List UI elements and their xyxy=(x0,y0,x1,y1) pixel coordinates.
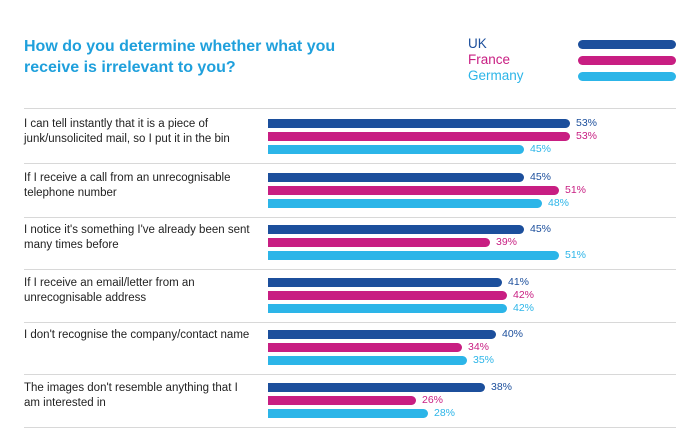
bar-germany xyxy=(268,409,428,418)
bar-uk xyxy=(268,173,524,182)
value-label-uk: 41% xyxy=(508,276,530,288)
bar-germany xyxy=(268,356,467,365)
value-label-uk: 53% xyxy=(576,117,598,129)
bar-france xyxy=(268,291,507,300)
row-divider xyxy=(24,163,676,164)
value-label-uk: 40% xyxy=(502,328,524,340)
row-divider xyxy=(24,374,676,375)
value-label-germany: 28% xyxy=(434,407,456,419)
category-label: I can tell instantly that it is a piece … xyxy=(24,118,230,145)
legend-swatch-uk xyxy=(578,40,676,49)
value-label-germany: 42% xyxy=(513,302,535,314)
row-divider xyxy=(24,217,676,218)
bar-france xyxy=(268,396,416,405)
bar-germany xyxy=(268,145,524,154)
category-label: If I receive an email/letter from an unr… xyxy=(24,277,195,304)
bar-uk xyxy=(268,225,524,234)
legend-label-uk: UK xyxy=(468,36,487,51)
category-label: I notice it's something I've already bee… xyxy=(24,224,250,251)
value-label-germany: 51% xyxy=(565,249,587,261)
bar-france xyxy=(268,132,570,141)
row-divider xyxy=(24,322,676,323)
bar-germany xyxy=(268,304,507,313)
bar-france xyxy=(268,238,490,247)
chart-title: How do you determine whether what you re… xyxy=(24,38,336,76)
value-label-france: 42% xyxy=(513,289,535,301)
value-label-france: 34% xyxy=(468,341,490,353)
value-label-france: 26% xyxy=(422,394,444,406)
value-label-france: 53% xyxy=(576,130,598,142)
legend-label-germany: Germany xyxy=(468,68,524,83)
value-label-germany: 35% xyxy=(473,354,495,366)
bar-uk xyxy=(268,119,570,128)
category-label: I don't recognise the company/contact na… xyxy=(24,329,250,341)
value-label-uk: 45% xyxy=(530,171,552,183)
value-label-uk: 45% xyxy=(530,223,552,235)
legend-label-france: France xyxy=(468,52,511,67)
category-label: The images don't resemble anything that … xyxy=(24,382,238,409)
bar-france xyxy=(268,343,462,352)
value-label-germany: 48% xyxy=(548,197,570,209)
value-label-france: 39% xyxy=(496,236,518,248)
legend-swatch-france xyxy=(578,56,676,65)
category-label: If I receive a call from an unrecognisab… xyxy=(24,172,231,199)
bar-germany xyxy=(268,251,559,260)
top-divider xyxy=(24,108,676,109)
value-label-uk: 38% xyxy=(491,381,513,393)
bar-germany xyxy=(268,199,542,208)
row-divider xyxy=(24,269,676,270)
bar-uk xyxy=(268,278,502,287)
row-divider xyxy=(24,427,676,428)
bar-france xyxy=(268,186,559,195)
value-label-germany: 45% xyxy=(530,143,552,155)
bar-uk xyxy=(268,383,485,392)
bar-uk xyxy=(268,330,496,339)
value-label-france: 51% xyxy=(565,184,587,196)
legend-swatch-germany xyxy=(578,72,676,81)
